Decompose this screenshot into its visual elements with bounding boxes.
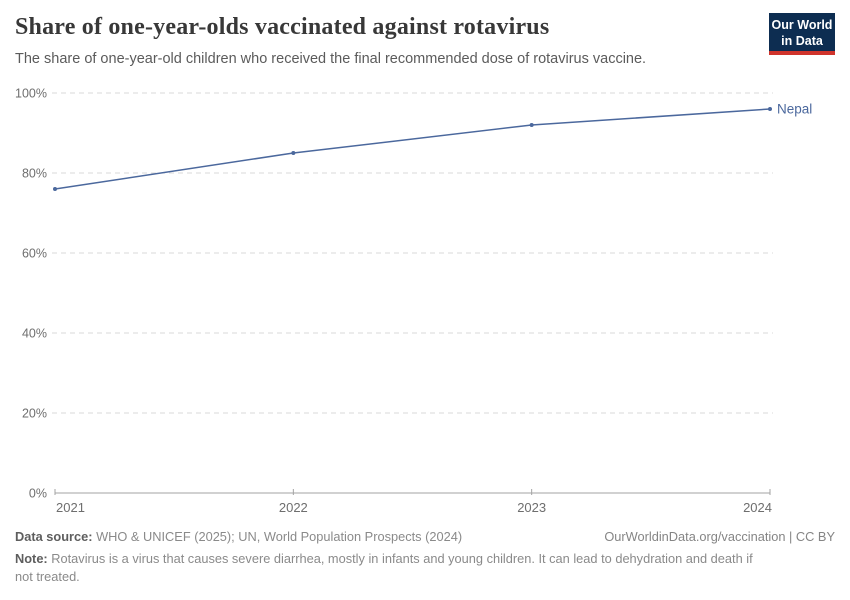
chart-footer: Data source: WHO & UNICEF (2025); UN, Wo…	[15, 528, 835, 587]
svg-text:2021: 2021	[56, 500, 85, 515]
chart-subtitle: The share of one-year-old children who r…	[15, 51, 647, 67]
data-source-text: WHO & UNICEF (2025); UN, World Populatio…	[92, 529, 463, 544]
chart-canvas: 0% 20% 40% 60% 80% 100% 2021 2022 2023 2024 Nepal	[15, 87, 812, 516]
svg-text:40%: 40%	[22, 327, 47, 341]
svg-text:20%: 20%	[22, 407, 47, 421]
owid-logo-line1: Our World	[771, 18, 833, 32]
svg-text:2022: 2022	[279, 500, 308, 515]
data-source-label: Data source:	[15, 529, 93, 544]
owid-logo: Our World in Data	[769, 13, 835, 55]
svg-text:2023: 2023	[517, 500, 546, 515]
data-source: Data source: WHO & UNICEF (2025); UN, Wo…	[15, 528, 462, 547]
note-label: Note:	[15, 550, 48, 566]
owid-logo-line2: in Data	[781, 34, 823, 48]
svg-text:80%: 80%	[22, 167, 47, 181]
citation-link[interactable]: OurWorldinData.org/vaccination | CC BY	[604, 529, 835, 544]
chart-note: Note: Rotavirus is a virus that causes s…	[15, 550, 767, 587]
svg-text:Nepal: Nepal	[777, 102, 812, 117]
svg-text:60%: 60%	[22, 247, 47, 261]
svg-text:2024: 2024	[743, 500, 772, 515]
note-text: Rotavirus is a virus that causes severe …	[15, 550, 753, 585]
source-row: Data source: WHO & UNICEF (2025); UN, Wo…	[15, 528, 835, 547]
svg-text:100%: 100%	[15, 87, 47, 101]
svg-text:0%: 0%	[29, 487, 47, 501]
page-title: Share of one-year-olds vaccinated agains…	[15, 14, 550, 40]
